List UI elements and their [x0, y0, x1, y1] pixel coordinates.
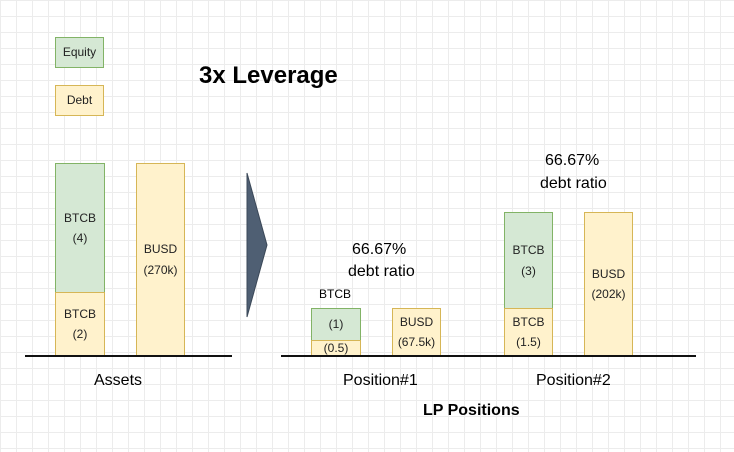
- assets-baseline: [25, 355, 232, 357]
- assets-debt-asset: BTCB: [63, 306, 96, 321]
- right-arrow-icon: [246, 172, 268, 318]
- assets-busd-amount: (270k): [143, 262, 178, 277]
- position1-btcb-label: BTCB: [319, 287, 352, 301]
- position2-label: Position#2: [536, 372, 611, 389]
- position1-debt-amount: (0.5): [323, 341, 349, 355]
- diagram-title: 3x Leverage: [199, 62, 338, 89]
- position1-busd-asset: BUSD: [399, 314, 434, 329]
- position1-ratio-label: debt ratio: [348, 263, 415, 280]
- position2-equity-amount: (3): [521, 263, 536, 278]
- position2-busd-block: BUSD (202k): [584, 212, 633, 356]
- position2-debt-amount: (1.5): [516, 335, 541, 349]
- position1-busd-block: BUSD (67.5k): [392, 308, 441, 356]
- position1-ratio-value: 66.67%: [352, 241, 407, 258]
- position2-debt-asset: BTCB: [512, 314, 545, 329]
- position1-busd-amount: (67.5k): [397, 335, 436, 349]
- position2-busd-amount: (202k): [591, 287, 626, 301]
- position2-equity-asset: BTCB: [512, 243, 545, 258]
- lp-positions-title: LP Positions: [423, 402, 520, 419]
- position2-equity-block: BTCB (3): [504, 212, 553, 309]
- position1-equity-amount: (1): [328, 317, 344, 332]
- position2-ratio-label: debt ratio: [540, 175, 607, 192]
- position1-debt-block: (0.5): [311, 340, 361, 356]
- assets-busd-block: BUSD (270k): [136, 163, 185, 356]
- assets-equity-block: BTCB (4): [55, 163, 105, 293]
- legend-equity-label: Equity: [62, 45, 97, 60]
- lp-baseline: [281, 355, 696, 357]
- position2-busd-asset: BUSD: [591, 266, 626, 281]
- assets-debt-block: BTCB (2): [55, 292, 105, 356]
- assets-equity-asset: BTCB: [63, 210, 96, 225]
- position1-label: Position#1: [343, 372, 418, 389]
- legend-debt-label: Debt: [66, 93, 93, 108]
- position2-debt-block: BTCB (1.5): [504, 308, 553, 356]
- legend-debt-swatch: Debt: [55, 85, 104, 116]
- assets-label: Assets: [94, 372, 143, 389]
- legend-equity-swatch: Equity: [55, 37, 104, 68]
- assets-busd-asset: BUSD: [143, 242, 178, 257]
- position2-ratio-value: 66.67%: [545, 152, 600, 169]
- assets-debt-amount: (2): [72, 327, 88, 341]
- assets-equity-amount: (4): [72, 231, 88, 245]
- position1-equity-block: (1): [311, 308, 361, 341]
